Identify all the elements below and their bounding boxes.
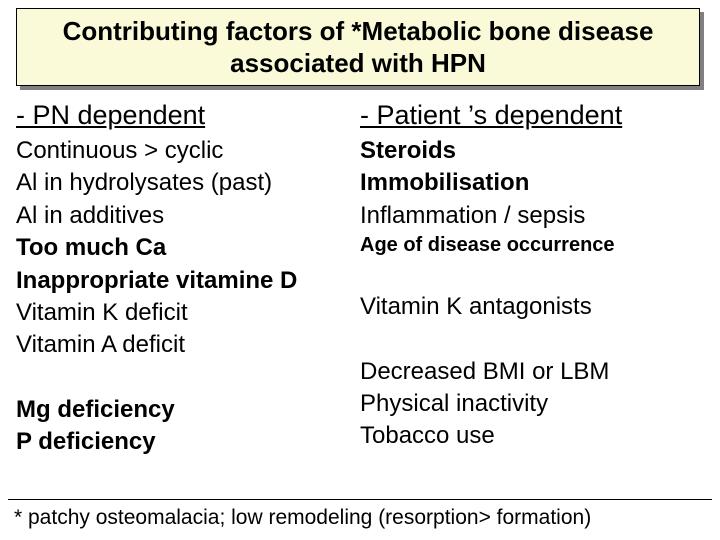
list-item: Vitamin K antagonists (360, 291, 698, 323)
list-item: P deficiency (16, 426, 354, 458)
left-column: - PN dependent Continuous > cyclic Al in… (16, 100, 360, 459)
list-item: Decreased BMI or LBM (360, 356, 698, 388)
spacer (16, 362, 354, 394)
list-item: Tobacco use (360, 420, 698, 452)
list-item: Vitamin A deficit (16, 329, 354, 361)
list-item: Continuous > cyclic (16, 135, 354, 167)
list-item: Al in hydrolysates (past) (16, 167, 354, 199)
spacer (360, 324, 698, 356)
list-item: Steroids (360, 135, 698, 167)
spacer (360, 259, 698, 291)
footnote: * patchy osteomalacia; low remodeling (r… (14, 506, 591, 530)
list-item: Age of disease occurrence (360, 232, 698, 259)
list-item: Mg deficiency (16, 394, 354, 426)
slide-title: Contributing factors of *Metabolic bone … (37, 15, 679, 80)
list-item: Inappropriate vitamine D (16, 265, 354, 297)
list-item: Immobilisation (360, 167, 698, 199)
list-item: Physical inactivity (360, 388, 698, 420)
footnote-rule (8, 499, 712, 500)
title-box: Contributing factors of *Metabolic bone … (16, 8, 700, 86)
columns-container: - PN dependent Continuous > cyclic Al in… (16, 100, 704, 459)
right-column: - Patient ’s dependent Steroids Immobili… (360, 100, 704, 459)
left-column-header: - PN dependent (16, 100, 354, 131)
right-column-header: - Patient ’s dependent (360, 100, 698, 131)
list-item: Too much Ca (16, 232, 354, 264)
list-item: Vitamin K deficit (16, 297, 354, 329)
list-item: Al in additives (16, 200, 354, 232)
list-item: Inflammation / sepsis (360, 200, 698, 232)
